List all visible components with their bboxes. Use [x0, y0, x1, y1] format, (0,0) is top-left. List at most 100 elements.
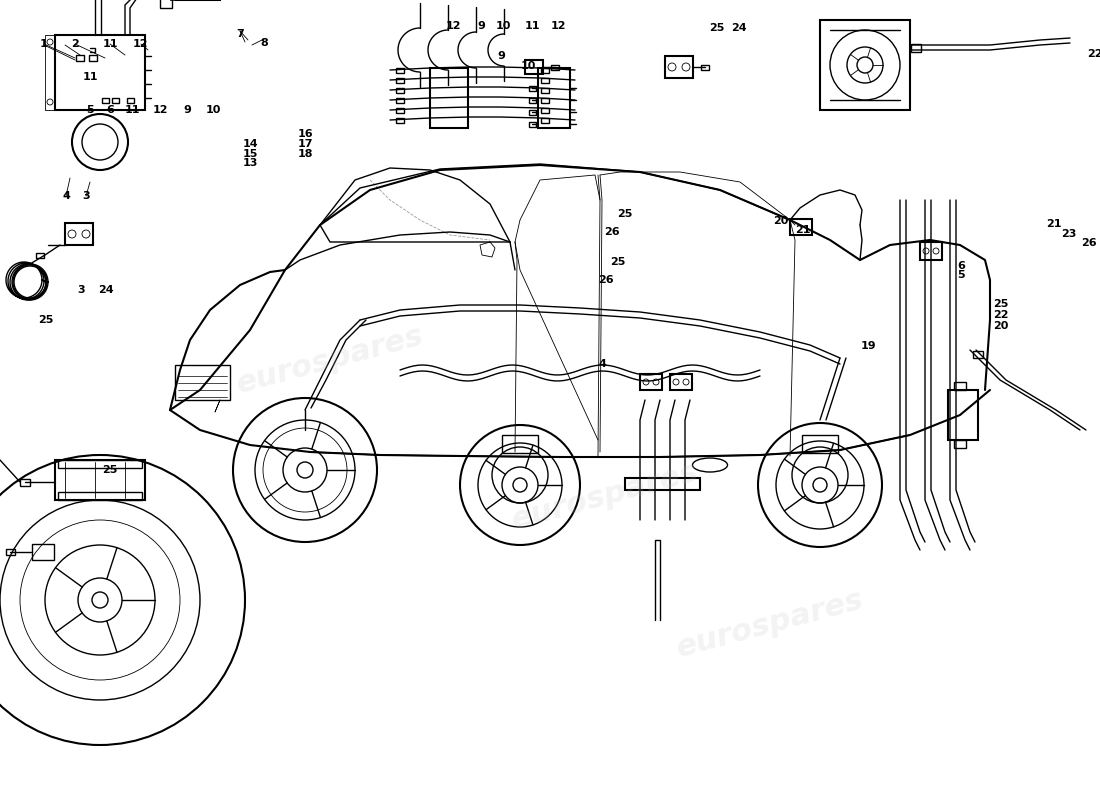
Text: eurospares: eurospares — [508, 457, 702, 535]
Bar — [551, 65, 559, 70]
Text: 20: 20 — [773, 216, 789, 226]
Bar — [640, 374, 662, 390]
Bar — [820, 20, 910, 110]
Text: 17: 17 — [298, 139, 314, 149]
Bar — [111, 98, 119, 102]
Text: 10: 10 — [520, 61, 536, 70]
Text: 5: 5 — [958, 270, 965, 280]
Bar — [126, 98, 133, 102]
Text: 12: 12 — [446, 21, 461, 30]
Bar — [974, 350, 983, 358]
Text: 23: 23 — [1062, 229, 1077, 238]
Text: 12: 12 — [551, 21, 566, 30]
Bar — [538, 68, 570, 128]
Bar — [55, 35, 145, 110]
Bar — [802, 435, 838, 453]
Bar — [65, 223, 94, 245]
Text: 3: 3 — [82, 191, 89, 201]
Bar — [541, 78, 549, 82]
Bar — [625, 478, 700, 490]
Text: 26: 26 — [604, 227, 619, 237]
Bar — [528, 98, 536, 102]
Bar — [528, 86, 536, 90]
Bar — [701, 65, 710, 70]
Text: 10: 10 — [496, 21, 512, 30]
Text: 22: 22 — [993, 310, 1009, 320]
Text: 11: 11 — [124, 106, 140, 115]
Bar — [396, 78, 404, 82]
Text: 14: 14 — [243, 139, 258, 149]
Bar — [89, 55, 97, 61]
Text: 1: 1 — [40, 39, 48, 49]
Text: 25: 25 — [610, 258, 626, 267]
Text: 6: 6 — [957, 261, 966, 270]
Bar — [948, 390, 978, 440]
Bar — [58, 460, 142, 468]
Bar — [920, 242, 942, 260]
Text: 26: 26 — [1081, 238, 1097, 248]
Text: 21: 21 — [795, 226, 811, 235]
Bar — [525, 60, 543, 74]
Bar — [160, 0, 172, 8]
Text: 4: 4 — [62, 191, 70, 201]
Text: 8: 8 — [260, 38, 268, 48]
Text: 25: 25 — [102, 466, 118, 475]
Text: 25: 25 — [993, 299, 1009, 309]
Text: 15: 15 — [243, 149, 258, 158]
Bar — [396, 98, 404, 102]
Text: 18: 18 — [298, 149, 314, 158]
Bar — [541, 118, 549, 122]
Bar — [528, 110, 536, 114]
Bar — [430, 68, 468, 128]
Bar — [911, 44, 921, 52]
Bar — [502, 435, 538, 453]
Text: 26: 26 — [598, 275, 614, 285]
Text: 5: 5 — [87, 106, 94, 115]
Text: eurospares: eurospares — [673, 585, 867, 663]
Bar — [32, 544, 54, 560]
Text: 11: 11 — [82, 72, 98, 82]
Text: 9: 9 — [497, 51, 506, 61]
Text: 4: 4 — [598, 359, 607, 369]
Text: 9: 9 — [477, 21, 486, 30]
Text: 25: 25 — [710, 23, 725, 33]
Bar — [528, 122, 536, 126]
Text: 25: 25 — [617, 210, 632, 219]
Bar — [6, 549, 14, 555]
Bar — [55, 460, 145, 500]
Bar — [670, 374, 692, 390]
Bar — [58, 492, 142, 500]
Bar — [666, 56, 693, 78]
Text: 2: 2 — [70, 39, 79, 49]
Bar — [20, 478, 30, 486]
Text: 6: 6 — [106, 106, 114, 115]
Text: 24: 24 — [98, 285, 113, 294]
Bar — [541, 67, 549, 73]
Bar — [396, 118, 404, 122]
Bar — [396, 67, 404, 73]
Bar — [396, 87, 404, 93]
Bar — [76, 55, 84, 61]
Text: 13: 13 — [243, 158, 258, 168]
Bar — [541, 98, 549, 102]
Bar — [954, 382, 966, 390]
Text: eurospares: eurospares — [233, 321, 427, 399]
Text: 25: 25 — [39, 315, 54, 325]
Text: 22: 22 — [1087, 50, 1100, 59]
Text: 12: 12 — [153, 106, 168, 115]
Bar — [36, 253, 44, 258]
Text: 9: 9 — [183, 106, 191, 115]
Bar — [175, 365, 230, 400]
Text: 3: 3 — [78, 285, 85, 294]
Text: 21: 21 — [1046, 219, 1062, 229]
Bar — [101, 98, 109, 102]
Bar — [954, 440, 966, 448]
Text: 10: 10 — [206, 106, 221, 115]
Bar — [396, 107, 404, 113]
Text: 7: 7 — [235, 29, 244, 38]
Text: 20: 20 — [993, 322, 1009, 331]
Text: 11: 11 — [525, 21, 540, 30]
Bar — [541, 107, 549, 113]
Text: 12: 12 — [133, 39, 148, 49]
Bar — [790, 219, 812, 235]
